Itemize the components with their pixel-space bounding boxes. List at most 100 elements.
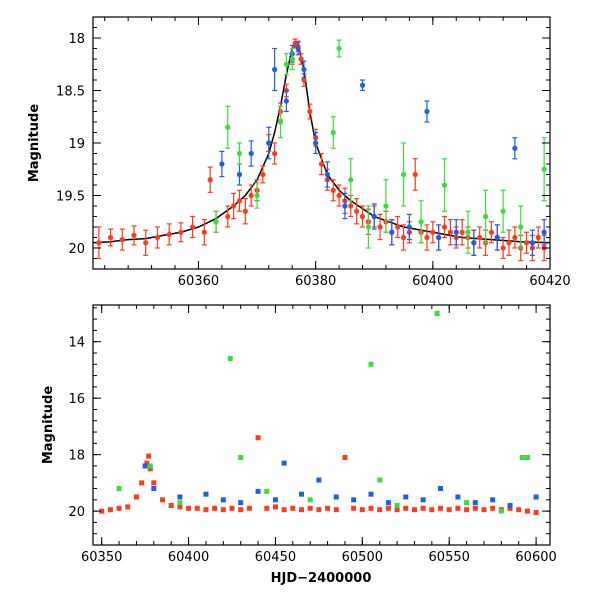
point-marker bbox=[307, 505, 313, 511]
point-marker bbox=[507, 505, 513, 511]
point-marker bbox=[231, 203, 237, 209]
point-marker bbox=[116, 486, 122, 492]
data-point bbox=[96, 226, 102, 260]
data-point bbox=[298, 53, 304, 65]
data-point bbox=[506, 229, 512, 256]
data-point bbox=[177, 494, 183, 500]
data-point bbox=[490, 497, 496, 503]
point-marker bbox=[201, 229, 207, 235]
point-marker bbox=[368, 505, 374, 511]
data-point bbox=[295, 41, 301, 56]
data-point bbox=[260, 165, 266, 184]
data-point bbox=[507, 505, 513, 511]
point-marker bbox=[203, 491, 209, 497]
point-marker bbox=[377, 224, 383, 230]
point-marker bbox=[342, 454, 348, 460]
point-marker bbox=[368, 361, 374, 367]
point-marker bbox=[519, 454, 525, 460]
data-point bbox=[203, 507, 209, 513]
point-marker bbox=[477, 234, 483, 241]
point-marker bbox=[472, 500, 478, 506]
data-point bbox=[472, 500, 478, 506]
point-marker bbox=[133, 494, 139, 500]
data-point bbox=[299, 491, 305, 497]
point-marker bbox=[333, 494, 339, 500]
data-point bbox=[177, 500, 183, 506]
point-marker bbox=[254, 192, 260, 199]
point-marker bbox=[365, 224, 371, 230]
point-marker bbox=[490, 505, 496, 511]
data-point bbox=[142, 463, 148, 469]
data-point bbox=[229, 505, 235, 511]
point-marker bbox=[266, 140, 272, 146]
point-marker bbox=[242, 208, 248, 214]
point-marker bbox=[523, 240, 530, 246]
data-point bbox=[519, 454, 525, 460]
point-marker bbox=[377, 507, 383, 513]
point-marker bbox=[318, 161, 325, 167]
data-point bbox=[139, 480, 145, 486]
y-tick-label: 20 bbox=[68, 505, 85, 520]
y-tick-label: 18 bbox=[68, 32, 85, 47]
x-tick-label: 60450 bbox=[255, 550, 296, 565]
point-marker bbox=[147, 466, 153, 472]
data-point bbox=[351, 497, 357, 503]
data-point bbox=[242, 198, 248, 225]
point-marker bbox=[512, 145, 518, 151]
point-marker bbox=[212, 505, 218, 511]
point-marker bbox=[281, 460, 287, 466]
point-marker bbox=[139, 480, 145, 486]
point-marker bbox=[219, 161, 225, 167]
point-marker bbox=[516, 507, 522, 513]
point-marker bbox=[177, 494, 183, 500]
bottom-panel-marks bbox=[99, 310, 539, 516]
data-point bbox=[371, 203, 377, 230]
point-marker bbox=[494, 234, 500, 241]
data-point bbox=[277, 105, 284, 139]
point-marker bbox=[203, 507, 209, 513]
data-point bbox=[283, 89, 289, 113]
top-panel-y-axis-label: Magnitude bbox=[27, 104, 42, 183]
data-point bbox=[207, 166, 213, 193]
point-marker bbox=[403, 494, 409, 500]
point-marker bbox=[420, 505, 426, 511]
data-point bbox=[524, 454, 530, 460]
data-point bbox=[330, 179, 336, 202]
data-point bbox=[336, 184, 342, 207]
data-point bbox=[212, 505, 218, 511]
data-point bbox=[225, 205, 231, 228]
data-point bbox=[533, 510, 539, 516]
data-point bbox=[400, 142, 407, 207]
point-marker bbox=[436, 234, 442, 241]
data-point bbox=[377, 507, 383, 513]
data-point bbox=[418, 200, 424, 244]
data-point bbox=[313, 131, 319, 155]
point-marker bbox=[533, 510, 539, 516]
point-marker bbox=[351, 497, 357, 503]
data-point bbox=[147, 463, 153, 469]
data-point bbox=[307, 505, 313, 511]
point-marker bbox=[99, 508, 105, 514]
data-point bbox=[482, 189, 489, 244]
data-point bbox=[490, 505, 496, 511]
point-marker bbox=[389, 229, 395, 235]
x-tick-label: 60500 bbox=[342, 550, 383, 565]
bottom-panel: 60350 60400 60450 60500 60550 60600 14 16 18 20 M… bbox=[41, 304, 557, 586]
point-marker bbox=[447, 229, 453, 235]
data-point bbox=[307, 497, 313, 503]
point-marker bbox=[236, 198, 243, 204]
point-marker bbox=[316, 477, 322, 483]
point-marker bbox=[498, 508, 504, 514]
point-marker bbox=[464, 507, 470, 513]
data-point bbox=[107, 228, 114, 247]
data-point bbox=[151, 480, 157, 486]
data-point bbox=[389, 219, 395, 246]
point-marker bbox=[336, 192, 342, 199]
x-tick-label: 60400 bbox=[168, 550, 209, 565]
data-point bbox=[518, 205, 524, 249]
point-marker bbox=[289, 56, 295, 62]
data-point bbox=[330, 116, 336, 149]
data-point bbox=[144, 460, 150, 466]
data-point bbox=[368, 505, 374, 511]
